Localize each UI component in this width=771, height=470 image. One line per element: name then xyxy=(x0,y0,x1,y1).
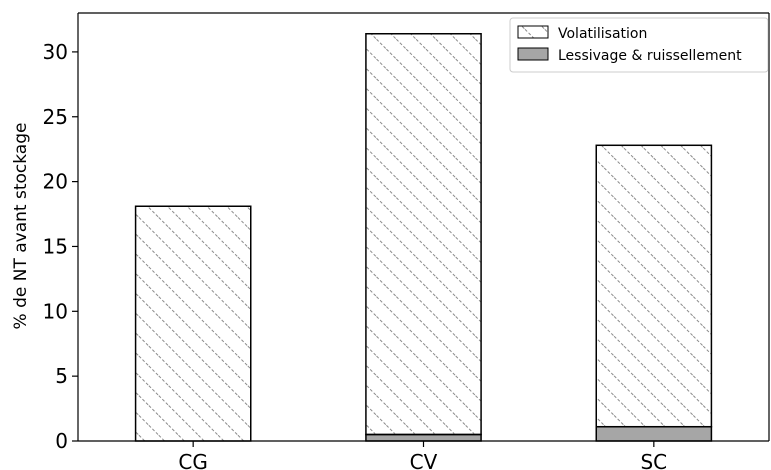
bar-cv-volatilisation xyxy=(365,33,482,436)
y-tick-label: 30 xyxy=(43,40,68,64)
y-tick-label: 0 xyxy=(55,429,68,453)
y-axis-label: % de NT avant stockage xyxy=(11,123,31,330)
bars-group xyxy=(134,33,713,442)
y-tick-label: 10 xyxy=(43,299,68,323)
y-ticks-group: 0 5 10 15 20 25 30 xyxy=(43,40,78,453)
legend-label-lessivage: Lessivage & ruissellement xyxy=(558,48,742,64)
legend-swatch-volatilisation xyxy=(517,25,549,39)
x-tick-label-sc: SC xyxy=(640,450,667,470)
x-tick-label-cv: CV xyxy=(410,450,438,470)
bar-sc-lessivage xyxy=(595,425,713,442)
bar-sc-volatilisation xyxy=(595,144,713,428)
x-ticks-group: CG CV SC xyxy=(178,441,667,470)
y-tick-label: 5 xyxy=(55,364,68,388)
x-tick-label-cg: CG xyxy=(178,450,207,470)
legend-swatch-lessivage xyxy=(517,47,549,61)
y-tick-label: 20 xyxy=(43,170,68,194)
bar-cg-volatilisation xyxy=(134,205,252,442)
bar-cv-lessivage xyxy=(365,433,482,442)
legend-box xyxy=(509,17,769,73)
y-tick-label: 25 xyxy=(43,105,68,129)
legend: Volatilisation Lessivage & ruissellement xyxy=(509,17,769,73)
y-tick-label: 15 xyxy=(43,234,68,258)
legend-label-volatilisation: Volatilisation xyxy=(558,26,647,42)
